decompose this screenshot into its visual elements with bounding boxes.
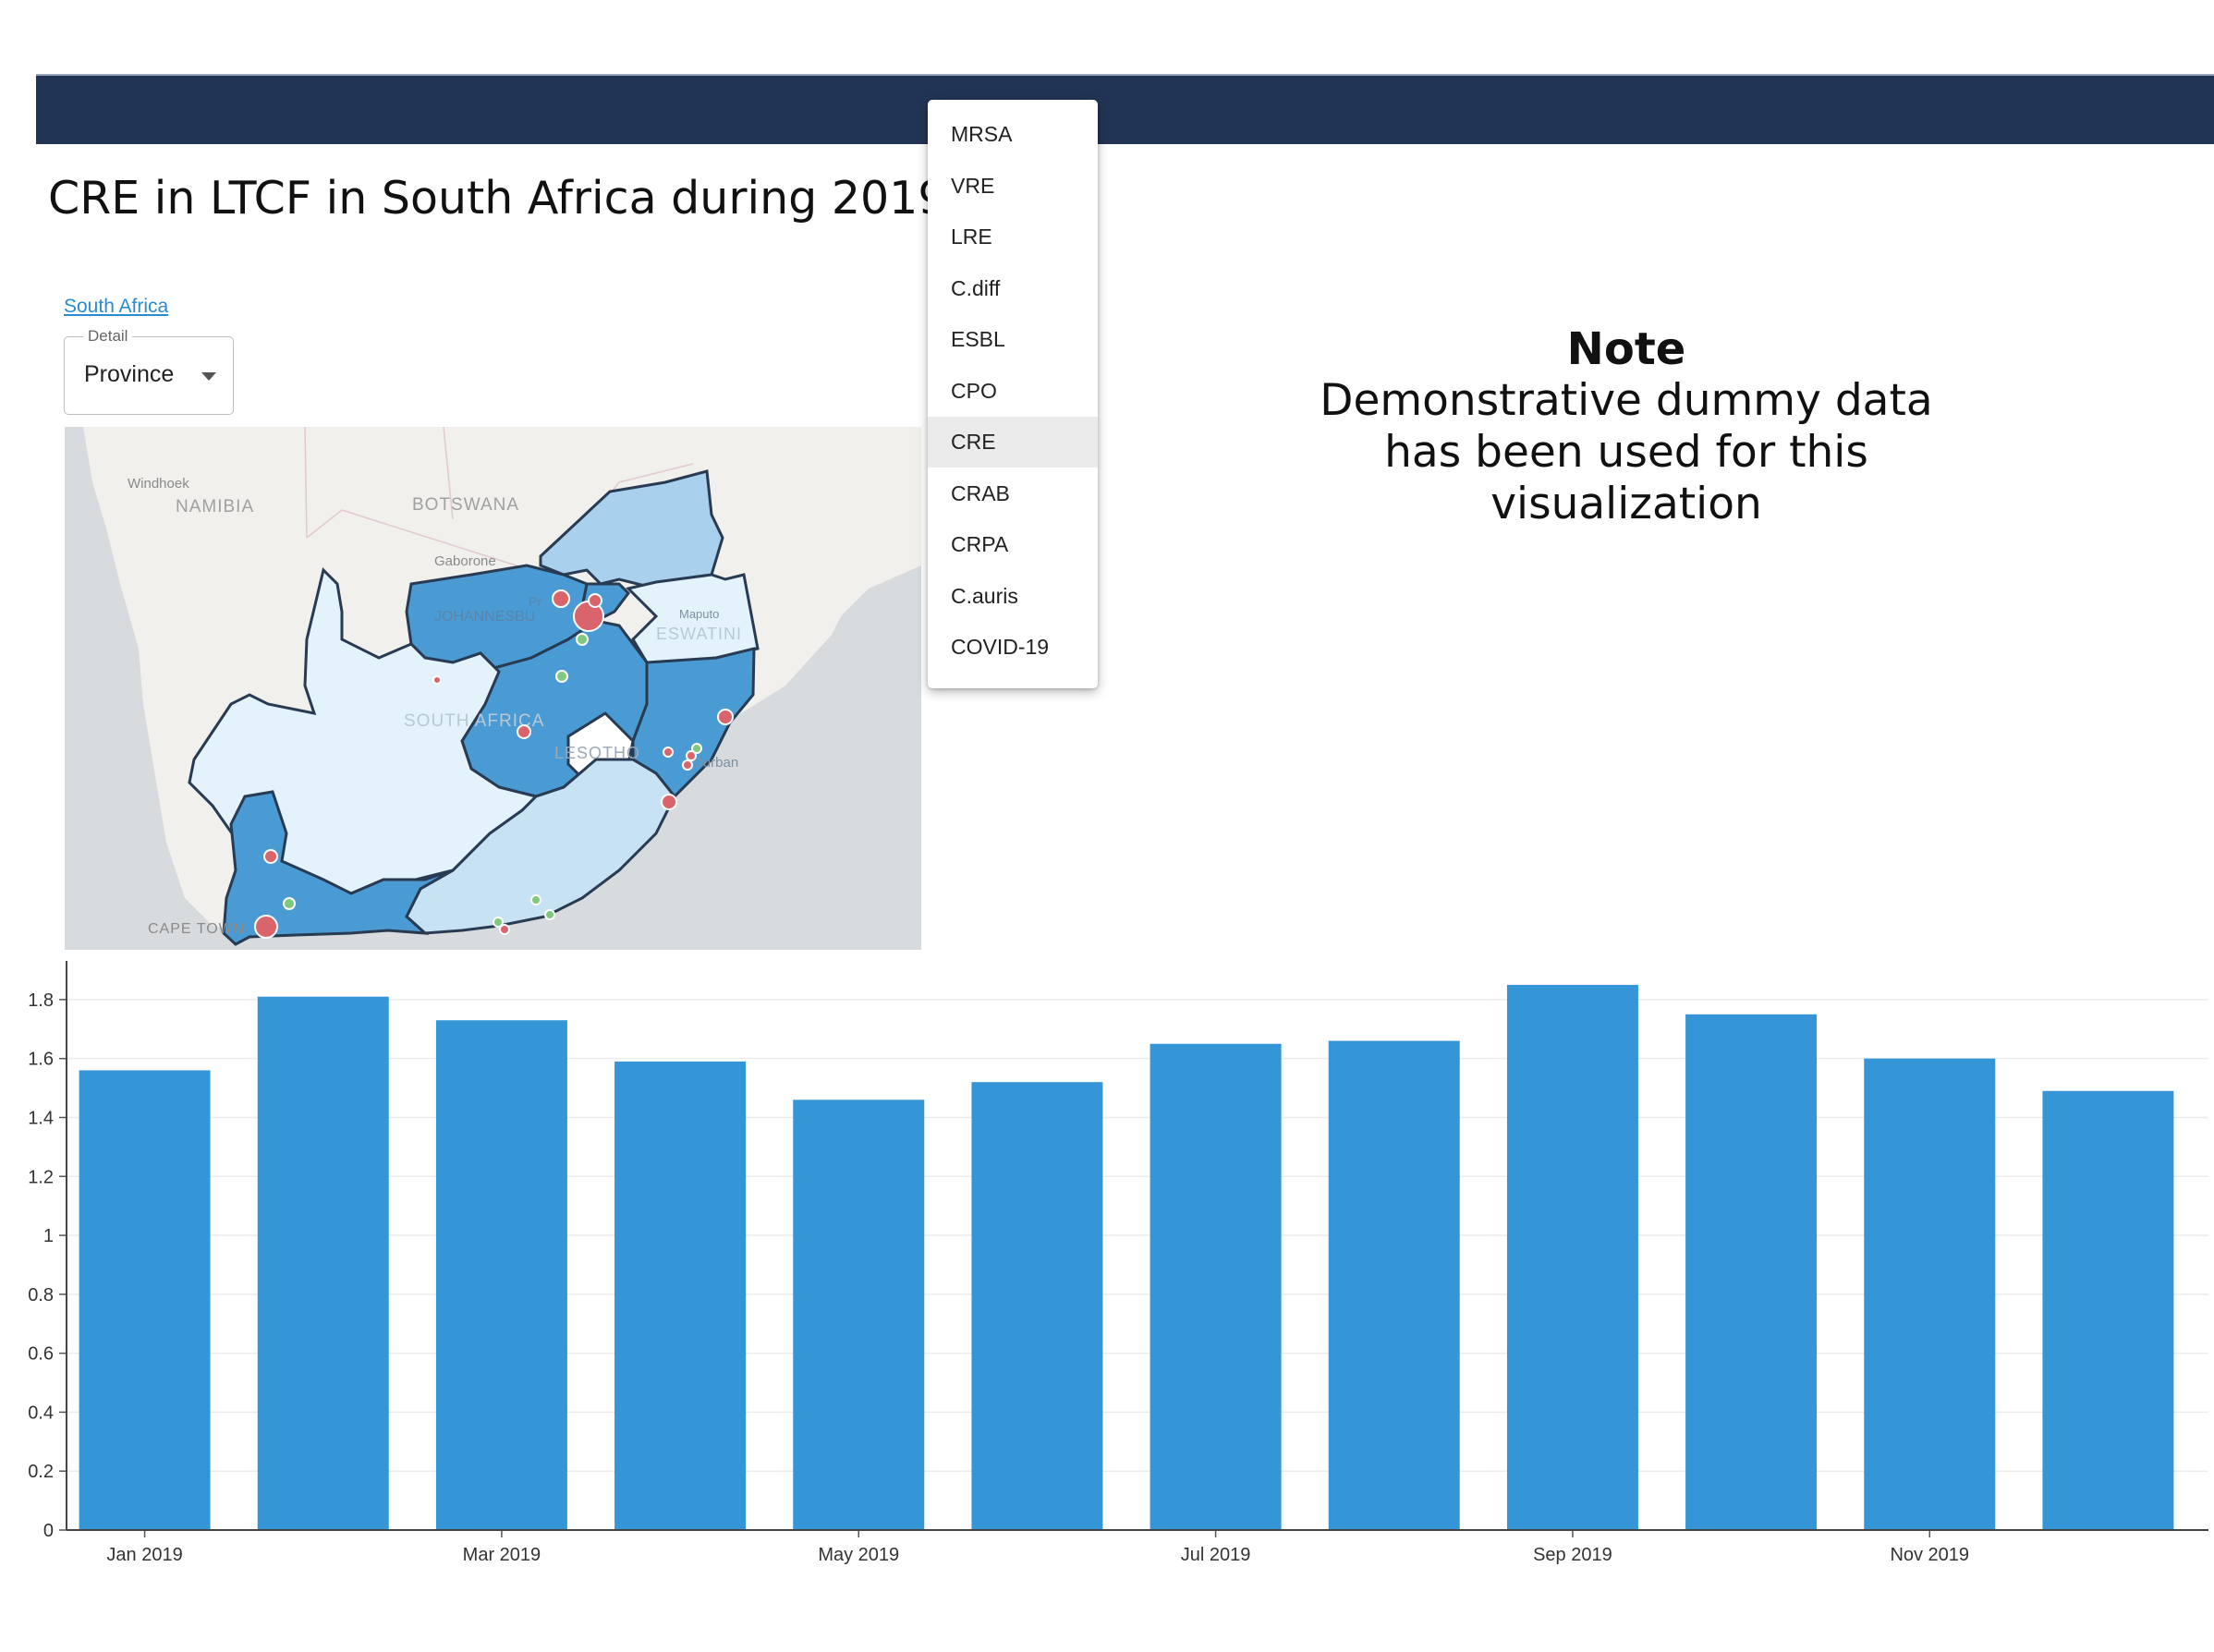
case-marker[interactable] — [682, 759, 693, 771]
bar[interactable] — [2042, 1090, 2174, 1530]
bar[interactable] — [257, 996, 389, 1530]
label-namibia: NAMIBIA — [176, 497, 254, 516]
bar[interactable] — [79, 1070, 211, 1530]
label-botswana: BOTSWANA — [412, 495, 519, 515]
label-gaborone: Gaborone — [434, 553, 496, 569]
label-cape-town: CAPE TOWN — [148, 921, 245, 937]
x-tick-label: May 2019 — [818, 1545, 899, 1565]
case-marker[interactable] — [552, 589, 570, 608]
label-lesotho: LESOTHO — [554, 744, 640, 762]
control-marker[interactable] — [544, 909, 555, 920]
top-navigation-bar — [36, 76, 2214, 144]
case-marker[interactable] — [499, 924, 510, 935]
x-tick-label: Sep 2019 — [1533, 1545, 1612, 1565]
bar[interactable] — [793, 1099, 925, 1530]
menu-item-vre[interactable]: VRE — [951, 173, 995, 198]
menu-item-covid-19[interactable]: COVID-19 — [951, 635, 1050, 659]
bar[interactable] — [614, 1061, 747, 1530]
menu-item-cpo[interactable]: CPO — [951, 378, 997, 403]
y-tick-label: 0.6 — [28, 1344, 54, 1365]
label-windhoek: Windhoek — [128, 476, 189, 492]
detail-select-value: Province — [84, 361, 175, 387]
facility-markers — [254, 589, 734, 939]
monthly-bar-chart: 0 0.2 0.4 0.6 0.8 1 1.2 1.4 1.6 1.8 Jan 2019 Mar 20… — [28, 961, 2208, 1565]
y-tick-label: 1 — [43, 1226, 54, 1246]
case-marker[interactable] — [517, 724, 531, 739]
x-tick-label: Nov 2019 — [1890, 1545, 1969, 1565]
case-marker[interactable] — [254, 915, 278, 939]
detail-select-label: Detail — [83, 327, 133, 346]
organism-dropdown-menu: MRSA VRE LRE C.diff ESBL CPO CRE CRAB CR… — [928, 100, 1098, 688]
bar[interactable] — [1864, 1058, 1996, 1530]
label-pretoria: Pr — [529, 594, 541, 609]
x-tick-label: Jul 2019 — [1181, 1545, 1251, 1565]
note-panel: Note Demonstrative dummy data has been u… — [1229, 323, 2024, 530]
control-marker[interactable] — [493, 917, 504, 928]
chevron-down-icon — [201, 372, 216, 381]
y-tick-label: 1.8 — [28, 990, 54, 1011]
control-marker[interactable] — [530, 894, 541, 905]
y-tick-label: 1.6 — [28, 1050, 54, 1070]
case-marker[interactable] — [588, 593, 602, 608]
case-marker[interactable] — [663, 747, 674, 758]
menu-item-cre[interactable]: CRE — [928, 417, 1098, 468]
label-johannesburg: JOHANNESBU — [434, 609, 535, 625]
x-tick-label: Mar 2019 — [463, 1545, 541, 1565]
label-durban: Durban — [693, 755, 738, 771]
detail-select[interactable]: Detail Province — [64, 327, 234, 415]
case-marker[interactable] — [432, 675, 442, 685]
case-marker[interactable] — [661, 794, 677, 810]
menu-item-c-diff[interactable]: C.diff — [951, 275, 1001, 300]
y-tick-label: 0.2 — [28, 1462, 54, 1482]
control-marker[interactable] — [691, 743, 702, 754]
province-map[interactable]: Windhoek NAMIBIA BOTSWANA Gaborone JOHAN… — [65, 427, 921, 950]
bar[interactable] — [1328, 1040, 1460, 1530]
bar[interactable] — [1150, 1043, 1282, 1530]
bar[interactable] — [1685, 1014, 1818, 1530]
breadcrumb-south-africa[interactable]: South Africa — [64, 296, 169, 317]
y-tick-label: 1.4 — [28, 1108, 54, 1128]
label-eswatini: ESWATINI — [656, 625, 742, 643]
y-tick-label: 1.2 — [28, 1167, 54, 1187]
case-marker[interactable] — [717, 709, 734, 725]
menu-item-crpa[interactable]: CRPA — [951, 532, 1009, 556]
page-title: CRE in LTCF in South Africa during 2019 — [48, 172, 947, 225]
y-tick-label: 0.8 — [28, 1285, 54, 1306]
header-divider — [36, 74, 2214, 77]
menu-item-lre[interactable]: LRE — [951, 225, 992, 249]
control-marker[interactable] — [283, 897, 296, 910]
bar[interactable] — [971, 1082, 1103, 1530]
case-marker[interactable] — [686, 750, 697, 761]
x-tick-label: Jan 2019 — [106, 1545, 182, 1565]
note-line: Demonstrative dummy data — [1320, 375, 1933, 426]
control-marker[interactable] — [576, 633, 589, 646]
province-western-cape[interactable] — [222, 790, 454, 946]
y-tick-label: 0 — [43, 1521, 54, 1541]
case-marker[interactable] — [263, 849, 278, 864]
bar[interactable] — [1506, 984, 1638, 1530]
label-south-africa: SOUTH AFRICA — [404, 711, 544, 731]
label-maputo: Maputo — [679, 607, 719, 621]
menu-item-c-auris[interactable]: C.auris — [951, 583, 1018, 608]
menu-item-esbl[interactable]: ESBL — [951, 327, 1005, 351]
menu-item-mrsa[interactable]: MRSA — [951, 122, 1013, 146]
menu-item-crab[interactable]: CRAB — [951, 480, 1010, 505]
bar[interactable] — [435, 1020, 567, 1530]
note-line: visualization — [1490, 479, 1762, 529]
note-heading: Note — [1566, 323, 1686, 375]
control-marker[interactable] — [555, 670, 568, 683]
country-borders — [304, 427, 694, 576]
province-kwazulu-natal[interactable] — [631, 647, 756, 799]
y-tick-label: 0.4 — [28, 1403, 54, 1423]
note-line: has been used for this — [1384, 427, 1868, 478]
